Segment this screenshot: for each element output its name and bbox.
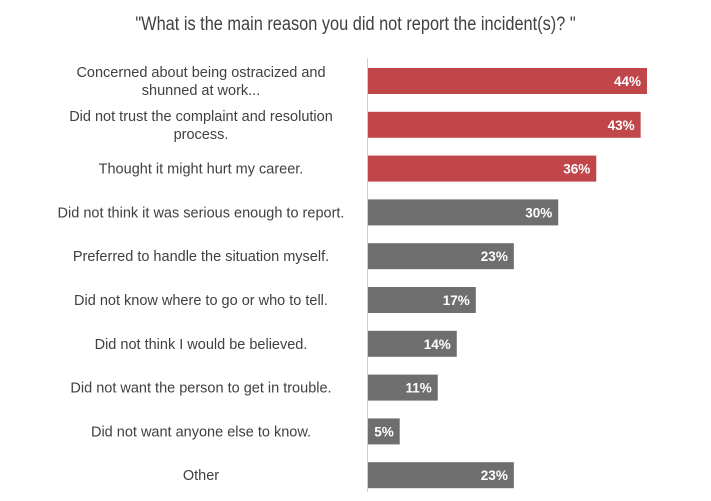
- category-label-line: Did not know where to go or who to tell.: [74, 293, 328, 309]
- category-labels: Concerned about being ostracized and shun…: [58, 65, 345, 484]
- value-label-4: 30%: [525, 205, 552, 220]
- category-label-line: shunned at work...: [142, 83, 261, 99]
- bars: [368, 68, 647, 489]
- category-label-line: Did not want the person to get in troubl…: [70, 381, 331, 397]
- bar-2: [368, 111, 641, 138]
- category-label-10: Other: [183, 468, 219, 484]
- chart-title: "What is the main reason you did not rep…: [135, 14, 576, 35]
- category-label-line: Preferred to handle the situation myself…: [73, 249, 329, 265]
- value-label-2: 43%: [608, 118, 635, 133]
- category-label-4: Did not think it was serious enough to r…: [58, 205, 345, 221]
- bar-5: [368, 243, 514, 270]
- bar-9: [368, 418, 400, 445]
- category-label-line: Concerned about being ostracized and: [76, 65, 325, 81]
- category-label-7: Did not think I would be believed.: [95, 337, 308, 353]
- category-label-line: Did not think I would be believed.: [95, 337, 308, 353]
- category-label-line: Did not want anyone else to know.: [91, 424, 311, 440]
- bar-1: [368, 68, 647, 94]
- category-label-line: Thought it might hurt my career.: [99, 162, 304, 178]
- value-label-7: 14%: [424, 337, 451, 352]
- category-label-line: Did not think it was serious enough to r…: [58, 205, 345, 221]
- value-label-10: 23%: [481, 468, 508, 483]
- bar-3: [368, 155, 597, 182]
- category-label-1: Concerned about being ostracized and shun…: [76, 65, 325, 99]
- category-label-line: Other: [183, 468, 219, 484]
- category-label-5: Preferred to handle the situation myself…: [73, 249, 329, 265]
- value-label-5: 23%: [481, 249, 508, 264]
- bar-6: [368, 287, 476, 313]
- category-label-8: Did not want the person to get in troubl…: [70, 381, 331, 397]
- category-label-line: Did not trust the complaint and resoluti…: [69, 109, 333, 125]
- bar-8: [368, 374, 438, 401]
- category-label-9: Did not want anyone else to know.: [91, 424, 311, 440]
- category-label-line: process.: [174, 127, 229, 143]
- value-label-3: 36%: [563, 162, 590, 177]
- value-label-9: 5%: [374, 424, 394, 439]
- bar-10: [368, 462, 514, 489]
- bar-7: [368, 330, 457, 357]
- value-label-6: 17%: [443, 293, 470, 308]
- category-label-6: Did not know where to go or who to tell.: [74, 293, 328, 309]
- value-labels: 44% 43% 36% 30% 23% 17% 14% 11% 5% 23%: [374, 74, 641, 483]
- category-label-3: Thought it might hurt my career.: [99, 162, 304, 178]
- bar-4: [368, 199, 559, 226]
- value-label-1: 44%: [614, 74, 641, 89]
- category-label-2: Did not trust the complaint and resoluti…: [69, 109, 333, 143]
- value-label-8: 11%: [405, 381, 431, 396]
